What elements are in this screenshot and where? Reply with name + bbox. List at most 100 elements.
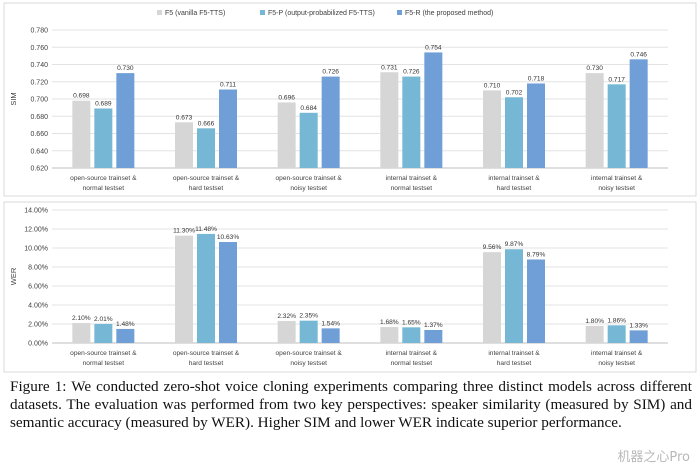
sim-bar — [402, 76, 421, 168]
sim-bar — [175, 122, 193, 168]
wer-bar — [277, 320, 296, 343]
sim-data-label: 0.673 — [176, 114, 193, 121]
wer-bar — [402, 327, 421, 343]
wer-data-label: 1.37% — [424, 322, 443, 329]
sim-y-tick-label: 0.780 — [30, 28, 48, 35]
sim-y-axis-label: SIM — [9, 92, 18, 105]
wer-bar — [72, 323, 91, 343]
sim-y-tick-label: 0.720 — [30, 79, 48, 86]
sim-legend-label: F5-R (the proposed method) — [405, 10, 493, 17]
sim-data-label: 0.689 — [95, 100, 112, 107]
wer-category-label: noisy testset — [290, 360, 327, 367]
wer-category-label: internal trainset & — [591, 350, 643, 357]
wer-bar — [197, 233, 215, 343]
wer-y-tick-label: 4.00% — [28, 303, 48, 310]
sim-bar — [424, 52, 443, 168]
sim-chart: 0.620 0.640 0.660 0.680 0.700 0.720 0.740 0.760… — [3, 2, 697, 197]
wer-y-tick-label: 8.00% — [28, 265, 48, 272]
sim-y-tick-label: 0.640 — [30, 148, 48, 155]
sim-category-label: hard testset — [189, 185, 224, 192]
wer-category-label: internal trainset & — [386, 350, 438, 357]
wer-bar — [505, 249, 523, 343]
sim-data-label: 0.718 — [528, 75, 545, 82]
sim-bar — [116, 73, 135, 168]
sim-bar — [585, 73, 604, 168]
wer-data-label: 11.30% — [173, 228, 195, 235]
wer-y-tick-label: 0.00% — [28, 341, 48, 348]
sim-bar — [94, 108, 113, 168]
wer-y-tick-label: 14.00% — [24, 208, 48, 215]
wer-chart-frame — [3, 201, 697, 373]
sim-legend-swatch — [397, 10, 402, 15]
sim-data-label: 0.731 — [381, 64, 398, 71]
wer-data-label: 2.35% — [299, 313, 318, 320]
sim-bar — [219, 89, 237, 168]
wer-data-label: 9.87% — [505, 241, 524, 248]
sim-data-label: 0.730 — [117, 65, 134, 72]
sim-category-label: open-source trainset & — [70, 175, 137, 182]
sim-bar — [483, 90, 501, 168]
sim-data-label: 0.717 — [608, 76, 625, 83]
sim-legend-swatch — [260, 10, 265, 15]
sim-category-label: normal testset — [83, 185, 125, 192]
sim-category-label: internal trainset & — [488, 175, 540, 182]
sim-data-label: 0.726 — [322, 69, 339, 76]
wer-data-label: 10.63% — [217, 234, 240, 241]
wer-bar — [527, 259, 545, 343]
sim-y-tick-label: 0.680 — [30, 114, 48, 121]
sim-data-label: 0.696 — [278, 94, 295, 101]
wer-category-label: hard testset — [189, 360, 224, 367]
sim-category-label: internal trainset & — [386, 175, 438, 182]
wer-category-label: normal testset — [391, 360, 433, 367]
sim-data-label: 0.710 — [484, 82, 501, 89]
sim-bar — [197, 128, 215, 168]
wer-bar — [585, 325, 604, 343]
sim-y-tick-label: 0.760 — [30, 45, 48, 52]
wer-data-label: 2.10% — [72, 315, 91, 322]
wer-y-tick-label: 12.00% — [24, 227, 48, 234]
sim-y-tick-label: 0.740 — [30, 62, 48, 69]
wer-y-tick-label: 10.00% — [24, 246, 48, 253]
watermark-text: 机器之心Pro — [617, 450, 690, 465]
wer-bar — [175, 235, 193, 343]
wer-category-label: internal trainset & — [488, 350, 540, 357]
wer-bar — [483, 252, 501, 343]
wer-bar — [629, 330, 648, 343]
wer-bar — [424, 329, 443, 343]
sim-category-label: noisy testset — [290, 185, 327, 192]
wer-data-label: 1.33% — [629, 322, 648, 329]
wer-bar — [219, 242, 237, 343]
wer-data-label: 1.86% — [607, 317, 626, 324]
wer-bar — [116, 328, 135, 343]
sim-data-label: 0.702 — [506, 89, 523, 96]
sim-bar — [72, 100, 91, 168]
wer-y-tick-label: 6.00% — [28, 284, 48, 291]
sim-legend-label: F5 (vanilla F5-TTS) — [165, 10, 225, 17]
sim-category-label: open-source trainset & — [173, 175, 240, 182]
sim-legend-swatch — [157, 10, 162, 15]
wer-data-label: 1.65% — [402, 319, 421, 326]
sim-data-label: 0.754 — [425, 44, 442, 51]
figure-caption: Figure 1: We conducted zero-shot voice c… — [10, 378, 692, 431]
wer-category-label: open-source trainset & — [173, 350, 240, 357]
wer-bar — [321, 328, 340, 343]
sim-data-label: 0.726 — [403, 69, 420, 76]
wer-data-label: 1.80% — [585, 318, 604, 325]
sim-bar — [629, 59, 648, 169]
wer-bar — [607, 325, 626, 343]
wer-chart: 0.00% 2.00% 4.00% 6.00% 8.00% 10.00% 12.00% 14.… — [3, 201, 697, 373]
wer-category-label: noisy testset — [598, 360, 635, 367]
sim-bar — [527, 83, 545, 168]
sim-category-label: internal trainset & — [591, 175, 643, 182]
wer-y-axis-label: WER — [9, 267, 18, 285]
sim-y-tick-label: 0.660 — [30, 131, 48, 138]
wer-bar — [299, 320, 318, 343]
wer-data-label: 11.48% — [195, 226, 217, 233]
sim-data-label: 0.666 — [198, 120, 215, 127]
wer-category-label: open-source trainset & — [70, 350, 137, 357]
wer-data-label: 2.01% — [94, 316, 113, 323]
sim-category-label: hard testset — [497, 185, 532, 192]
sim-legend-label: F5-P (output-probabilized F5-TTS) — [268, 10, 375, 17]
wer-data-label: 8.79% — [527, 251, 546, 258]
